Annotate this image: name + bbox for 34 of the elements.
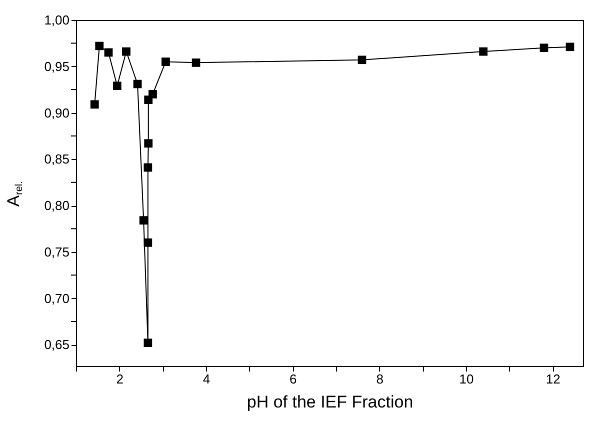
y-axis-title: Arel. xyxy=(4,181,25,207)
point xyxy=(144,338,152,347)
x-axis-title: pH of the IEF Fraction xyxy=(246,392,414,412)
y-tick-label: 0,70 xyxy=(44,290,70,306)
y-tick-label: 0,75 xyxy=(44,244,70,260)
point xyxy=(192,58,200,67)
point xyxy=(358,56,366,64)
y-tick-label: 0,90 xyxy=(44,105,70,120)
point xyxy=(90,100,99,109)
point xyxy=(144,238,152,247)
point xyxy=(122,47,130,56)
x-tick-label: 4 xyxy=(202,372,210,386)
y-tick-label: 1,00 xyxy=(44,12,70,28)
point xyxy=(112,82,122,90)
point xyxy=(144,163,152,172)
x-tick-label: 12 xyxy=(546,372,560,386)
x-tick-label: 10 xyxy=(459,372,474,386)
y-tick-label: 0,80 xyxy=(44,198,70,214)
point xyxy=(104,48,113,57)
point xyxy=(139,216,148,225)
point xyxy=(162,58,170,66)
point xyxy=(133,80,142,88)
x-tick-label: 6 xyxy=(290,372,297,386)
x-tick-label: 2 xyxy=(116,372,124,386)
y-tick-label: 0,85 xyxy=(44,152,70,167)
point xyxy=(148,90,157,98)
point xyxy=(566,42,574,52)
point xyxy=(144,139,153,148)
point xyxy=(95,42,104,50)
point xyxy=(479,47,488,56)
y-tick-label: 0,65 xyxy=(44,337,70,352)
x-tick-label: 8 xyxy=(376,372,384,386)
point xyxy=(540,44,548,52)
y-tick-label: 0,95 xyxy=(44,58,70,74)
